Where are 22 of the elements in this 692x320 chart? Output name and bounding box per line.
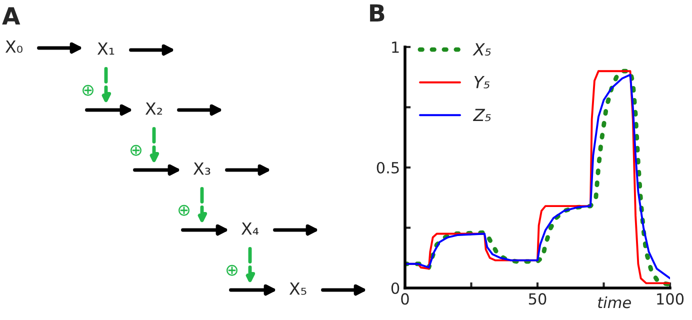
y-tick-label: 1 <box>392 42 399 53</box>
y-tick-label: 0 <box>391 282 400 294</box>
x-tick-label: 0 <box>401 293 409 305</box>
x-tick-label: 50 <box>528 293 546 305</box>
text: ⊕ <box>178 204 190 216</box>
text: ⊕ <box>130 144 142 156</box>
x-tick-label: 100 <box>657 293 684 305</box>
text: X₄ <box>241 222 259 235</box>
legend-label: Y₅ <box>474 76 490 88</box>
text: A <box>2 7 20 25</box>
chart-title: B <box>370 4 384 22</box>
text: X₃ <box>193 162 210 175</box>
text: X₅ <box>289 282 306 295</box>
legend-label: Z₅ <box>472 108 491 122</box>
text: X₀ <box>5 40 22 53</box>
text: X₂ <box>145 102 162 115</box>
x-axis-title: time <box>598 296 631 308</box>
legend-label: X₅ <box>472 43 491 56</box>
y-tick-label: 0.5 <box>376 162 399 174</box>
text: ⊕ <box>226 264 238 276</box>
text: ⊕ <box>82 84 94 96</box>
text: X₁ <box>97 42 114 55</box>
